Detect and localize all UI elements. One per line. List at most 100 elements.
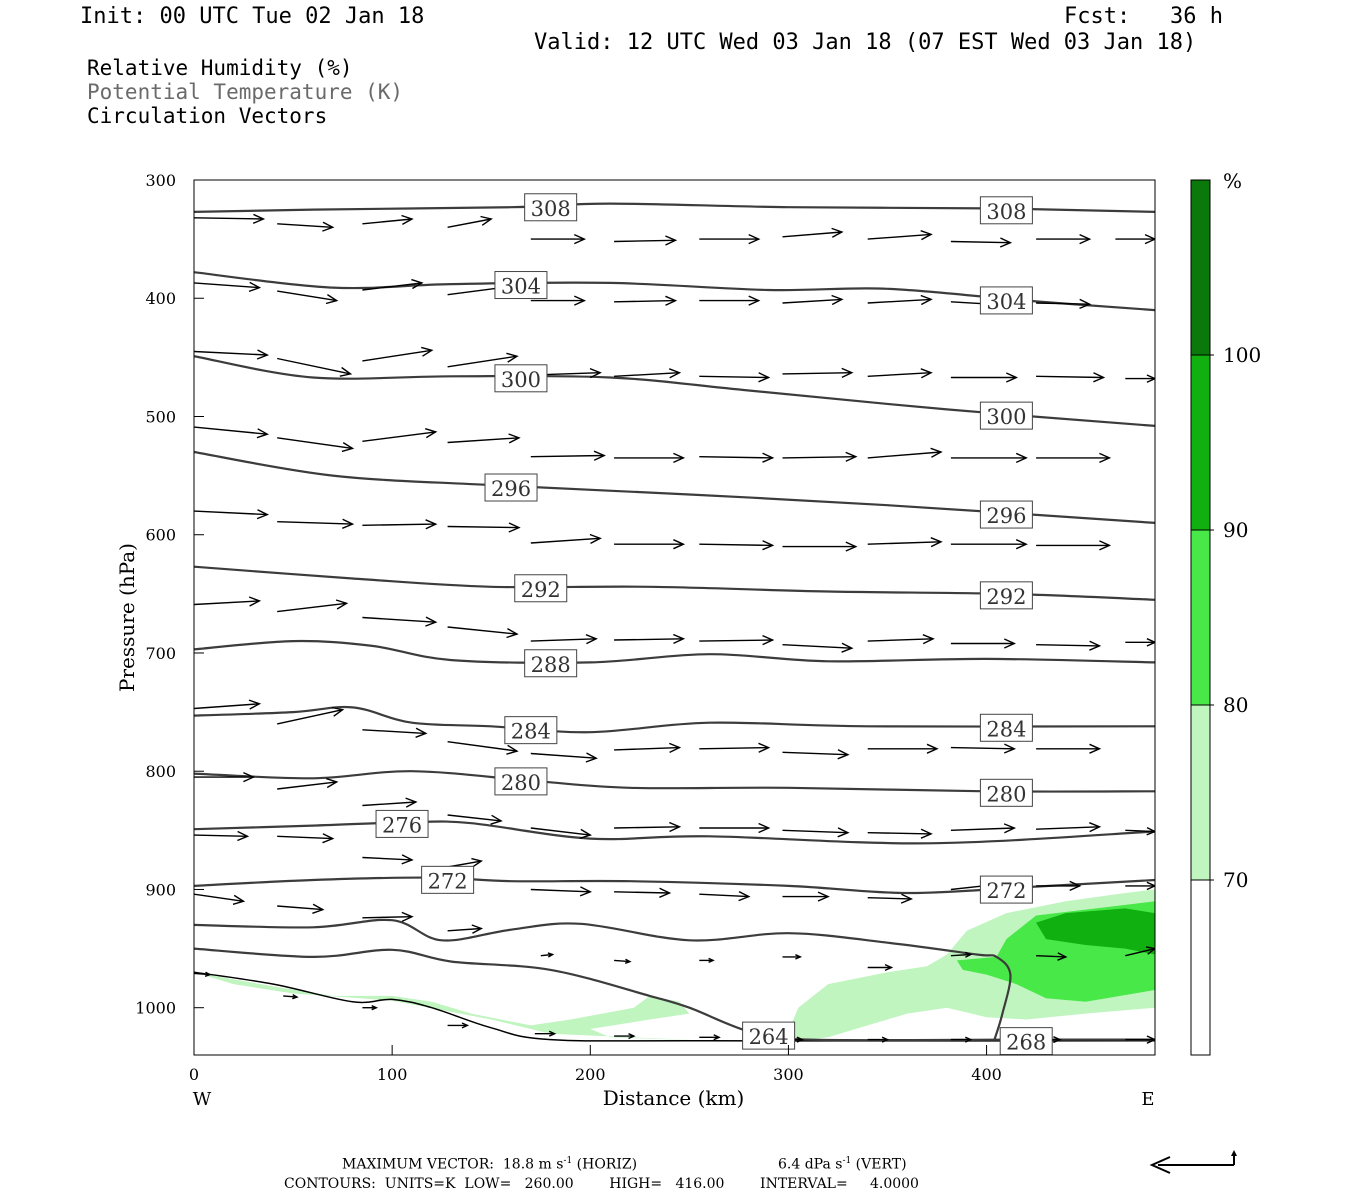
vector-head — [665, 235, 678, 246]
theta-label-text: 292 — [986, 585, 1026, 609]
vector-head — [421, 346, 434, 357]
legend-potential-temperature: Potential Temperature (K) — [87, 80, 404, 104]
circulation-vector — [194, 971, 212, 977]
circulation-vector — [362, 519, 438, 530]
circulation-vector — [1036, 298, 1092, 310]
vector-head — [831, 294, 844, 306]
vector-head — [1053, 1036, 1062, 1044]
vector-shaft — [194, 510, 268, 516]
circulation-vector — [782, 367, 854, 379]
vector-head — [461, 1022, 470, 1029]
vector-shaft — [540, 953, 553, 957]
circulation-vector — [362, 727, 428, 738]
theta-label-272: 272 — [979, 875, 1033, 904]
circulation-vector — [530, 233, 587, 245]
circulation-vector — [699, 372, 771, 383]
circulation-vector — [277, 437, 355, 453]
vector-head — [669, 821, 682, 833]
circulation-vector — [1125, 946, 1155, 957]
vector-head — [758, 822, 771, 834]
circulation-vector — [867, 294, 933, 306]
vector-head — [401, 214, 414, 226]
circulation-vector — [782, 642, 854, 653]
vector-head — [548, 1030, 557, 1037]
theta-label-box — [742, 1021, 796, 1050]
circulation-vector — [1036, 452, 1112, 464]
vector-head — [845, 541, 858, 552]
vector-shaft — [782, 751, 848, 756]
contour-labels: 308 308 304 304 300 300 296 296 292 292 288 284 284 2… — [375, 193, 1053, 1056]
vector-shaft — [194, 426, 268, 435]
circulation-vector — [277, 903, 325, 914]
theta-label-box — [979, 286, 1033, 315]
vector-head — [762, 540, 775, 551]
circulation-vector — [782, 749, 850, 760]
vector-head — [248, 596, 262, 607]
vector-head — [1069, 880, 1082, 892]
vector-shaft — [194, 217, 264, 220]
vector-shaft — [782, 829, 848, 834]
vector-shaft — [362, 431, 436, 442]
vector-shaft — [699, 543, 773, 547]
vector-shaft — [194, 893, 244, 902]
vector-head — [342, 518, 355, 529]
vector-shaft — [277, 602, 347, 613]
theta-contour-288 — [194, 639, 1155, 664]
circulation-vector — [867, 963, 894, 972]
theta-label-box — [514, 574, 568, 603]
x-left-label: W — [193, 1089, 212, 1110]
vector-head — [762, 634, 775, 646]
vector-head — [243, 771, 256, 783]
circulation-vector — [194, 830, 250, 842]
x-right-label: E — [1141, 1089, 1154, 1110]
vector-shaft — [530, 638, 597, 642]
vector-head — [845, 451, 858, 462]
vector-shaft — [867, 638, 934, 642]
circulation-vector — [950, 1036, 973, 1043]
vector-shaft — [614, 638, 684, 641]
rh-region-90-3 — [1036, 908, 1155, 955]
vector-head — [708, 957, 715, 964]
vector-head — [579, 828, 593, 839]
vector-head — [624, 958, 632, 964]
theta-label-text: 296 — [986, 504, 1026, 528]
theta-label-292: 292 — [514, 574, 568, 603]
vector-head — [574, 233, 587, 245]
theta-label-284: 284 — [979, 713, 1033, 742]
x-tick-label: 300 — [773, 1065, 804, 1084]
circulation-vector — [950, 743, 1017, 754]
colorbar-segment — [1190, 529, 1211, 706]
vector-head — [837, 749, 850, 760]
vector-shaft — [277, 709, 343, 725]
circulation-vector — [614, 742, 682, 754]
theta-contour-276 — [194, 820, 1155, 845]
vector-shaft — [614, 891, 670, 894]
vector-shaft — [277, 357, 351, 375]
circulation-vector — [362, 1005, 379, 1011]
colorbar-level: 90 — [1223, 518, 1248, 542]
theta-label-text: 268 — [1006, 1031, 1046, 1055]
vector-head — [256, 349, 270, 360]
circulation-vector — [867, 828, 933, 839]
theta-label-box — [494, 364, 548, 393]
vector-shaft — [530, 454, 605, 458]
vector-head — [1099, 540, 1112, 551]
legend-circulation-vectors: Circulation Vectors — [87, 104, 328, 128]
theta-label-text: 288 — [531, 653, 571, 677]
vector-shaft — [1036, 644, 1100, 647]
vector-head — [232, 894, 246, 905]
circulation-vector — [614, 539, 686, 550]
circulation-vector — [194, 771, 256, 783]
vector-head — [1145, 946, 1155, 955]
vector-shaft — [194, 350, 268, 356]
vector-head — [1093, 372, 1106, 383]
theta-label-text: 304 — [986, 290, 1026, 314]
circulation-vector — [194, 699, 262, 710]
theta-label-text: 272 — [428, 869, 468, 893]
theta-label-284: 284 — [504, 716, 558, 745]
circulation-vector — [699, 890, 751, 902]
circulation-vector — [447, 433, 521, 444]
vector-shaft — [614, 746, 680, 751]
vector-head — [1089, 743, 1102, 754]
vector-head — [1146, 826, 1155, 836]
